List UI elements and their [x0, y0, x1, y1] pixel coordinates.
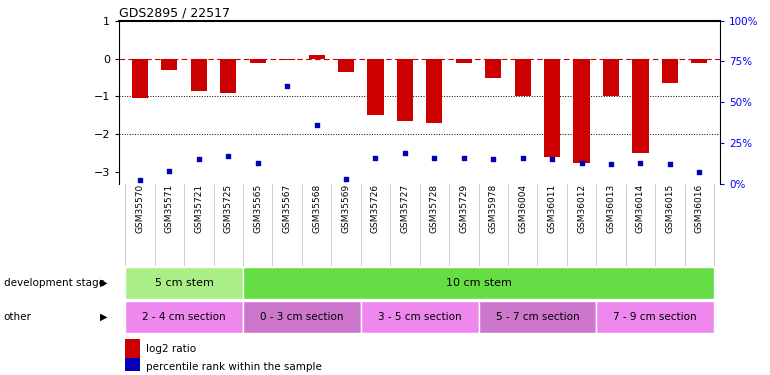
- Bar: [126, 358, 140, 375]
- Bar: [456, 58, 472, 63]
- Bar: [485, 58, 501, 78]
- Text: other: other: [4, 312, 32, 322]
- Point: [310, 122, 323, 128]
- Bar: [126, 301, 243, 333]
- Point: [340, 176, 352, 182]
- Bar: [427, 58, 443, 123]
- Text: GSM35567: GSM35567: [283, 184, 292, 233]
- Bar: [514, 58, 531, 96]
- Bar: [338, 58, 354, 72]
- Text: 0 - 3 cm section: 0 - 3 cm section: [260, 312, 343, 322]
- Bar: [126, 267, 243, 299]
- Bar: [161, 58, 178, 70]
- Bar: [596, 301, 714, 333]
- Point: [605, 161, 618, 167]
- Text: 2 - 4 cm section: 2 - 4 cm section: [142, 312, 226, 322]
- Text: GSM35726: GSM35726: [371, 184, 380, 233]
- Point: [546, 156, 558, 162]
- Text: GSM35569: GSM35569: [342, 184, 350, 233]
- Text: development stage: development stage: [4, 278, 105, 288]
- Text: GSM36016: GSM36016: [695, 184, 704, 233]
- Text: GSM35571: GSM35571: [165, 184, 174, 233]
- Point: [487, 156, 500, 162]
- Text: GSM35725: GSM35725: [224, 184, 233, 233]
- Bar: [279, 58, 295, 60]
- Bar: [243, 301, 361, 333]
- Text: GDS2895 / 22517: GDS2895 / 22517: [119, 6, 230, 20]
- Point: [428, 154, 440, 160]
- Bar: [574, 58, 590, 163]
- Point: [281, 83, 293, 89]
- Text: GSM36014: GSM36014: [636, 184, 645, 233]
- Bar: [661, 58, 678, 83]
- Text: ▶: ▶: [100, 278, 108, 288]
- Text: 7 - 9 cm section: 7 - 9 cm section: [614, 312, 697, 322]
- Text: GSM36013: GSM36013: [607, 184, 615, 233]
- Text: log2 ratio: log2 ratio: [146, 344, 196, 354]
- Point: [134, 177, 146, 183]
- Point: [517, 154, 529, 160]
- Bar: [397, 58, 413, 121]
- Bar: [603, 58, 619, 96]
- Bar: [191, 58, 207, 91]
- Text: 5 - 7 cm section: 5 - 7 cm section: [496, 312, 579, 322]
- Text: GSM35978: GSM35978: [489, 184, 497, 233]
- Point: [222, 153, 234, 159]
- Bar: [126, 339, 140, 358]
- Text: GSM35570: GSM35570: [136, 184, 145, 233]
- Point: [457, 154, 470, 160]
- Bar: [361, 301, 478, 333]
- Text: GSM35568: GSM35568: [312, 184, 321, 233]
- Bar: [632, 58, 648, 153]
- Text: 10 cm stem: 10 cm stem: [446, 278, 511, 288]
- Text: GSM36015: GSM36015: [665, 184, 675, 233]
- Text: GSM36004: GSM36004: [518, 184, 527, 233]
- Point: [192, 156, 205, 162]
- Text: GSM35729: GSM35729: [460, 184, 468, 233]
- Bar: [132, 58, 148, 98]
- Text: percentile rank within the sample: percentile rank within the sample: [146, 363, 323, 372]
- Bar: [309, 55, 325, 58]
- Text: GSM35721: GSM35721: [194, 184, 203, 233]
- Text: ▶: ▶: [100, 312, 108, 322]
- Text: GSM36011: GSM36011: [547, 184, 557, 233]
- Point: [634, 159, 647, 165]
- Point: [399, 150, 411, 156]
- Bar: [544, 58, 561, 157]
- Point: [370, 154, 382, 160]
- Point: [252, 159, 264, 165]
- Bar: [249, 58, 266, 63]
- Bar: [691, 58, 708, 63]
- Bar: [367, 58, 383, 116]
- Point: [664, 161, 676, 167]
- Text: GSM35565: GSM35565: [253, 184, 263, 233]
- Text: GSM36012: GSM36012: [577, 184, 586, 233]
- Text: GSM35728: GSM35728: [430, 184, 439, 233]
- Bar: [478, 301, 596, 333]
- Point: [693, 170, 705, 176]
- Point: [575, 159, 588, 165]
- Point: [163, 168, 176, 174]
- Text: 3 - 5 cm section: 3 - 5 cm section: [378, 312, 461, 322]
- Bar: [220, 58, 236, 93]
- Text: 5 cm stem: 5 cm stem: [155, 278, 213, 288]
- Bar: [243, 267, 714, 299]
- Text: GSM35727: GSM35727: [400, 184, 410, 233]
